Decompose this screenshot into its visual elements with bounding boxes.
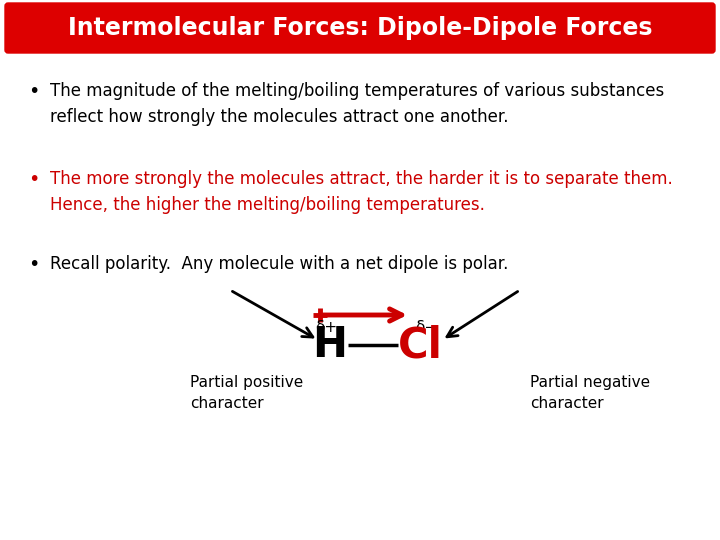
FancyBboxPatch shape (5, 3, 715, 53)
Text: Recall polarity.  Any molecule with a net dipole is polar.: Recall polarity. Any molecule with a net… (50, 255, 508, 273)
Text: •: • (28, 82, 40, 101)
Text: H: H (312, 324, 348, 366)
Text: Cl: Cl (397, 324, 442, 366)
Text: The more strongly the molecules attract, the harder it is to separate them.
Henc: The more strongly the molecules attract,… (50, 170, 672, 214)
Text: δ+: δ+ (315, 320, 337, 335)
Text: δ−: δ− (415, 320, 437, 335)
Text: •: • (28, 170, 40, 189)
Text: Partial positive
character: Partial positive character (190, 375, 303, 411)
Text: Intermolecular Forces: Dipole-Dipole Forces: Intermolecular Forces: Dipole-Dipole For… (68, 16, 652, 40)
Text: The magnitude of the melting/boiling temperatures of various substances
reflect : The magnitude of the melting/boiling tem… (50, 82, 665, 126)
Text: Partial negative
character: Partial negative character (530, 375, 650, 411)
Text: •: • (28, 255, 40, 274)
